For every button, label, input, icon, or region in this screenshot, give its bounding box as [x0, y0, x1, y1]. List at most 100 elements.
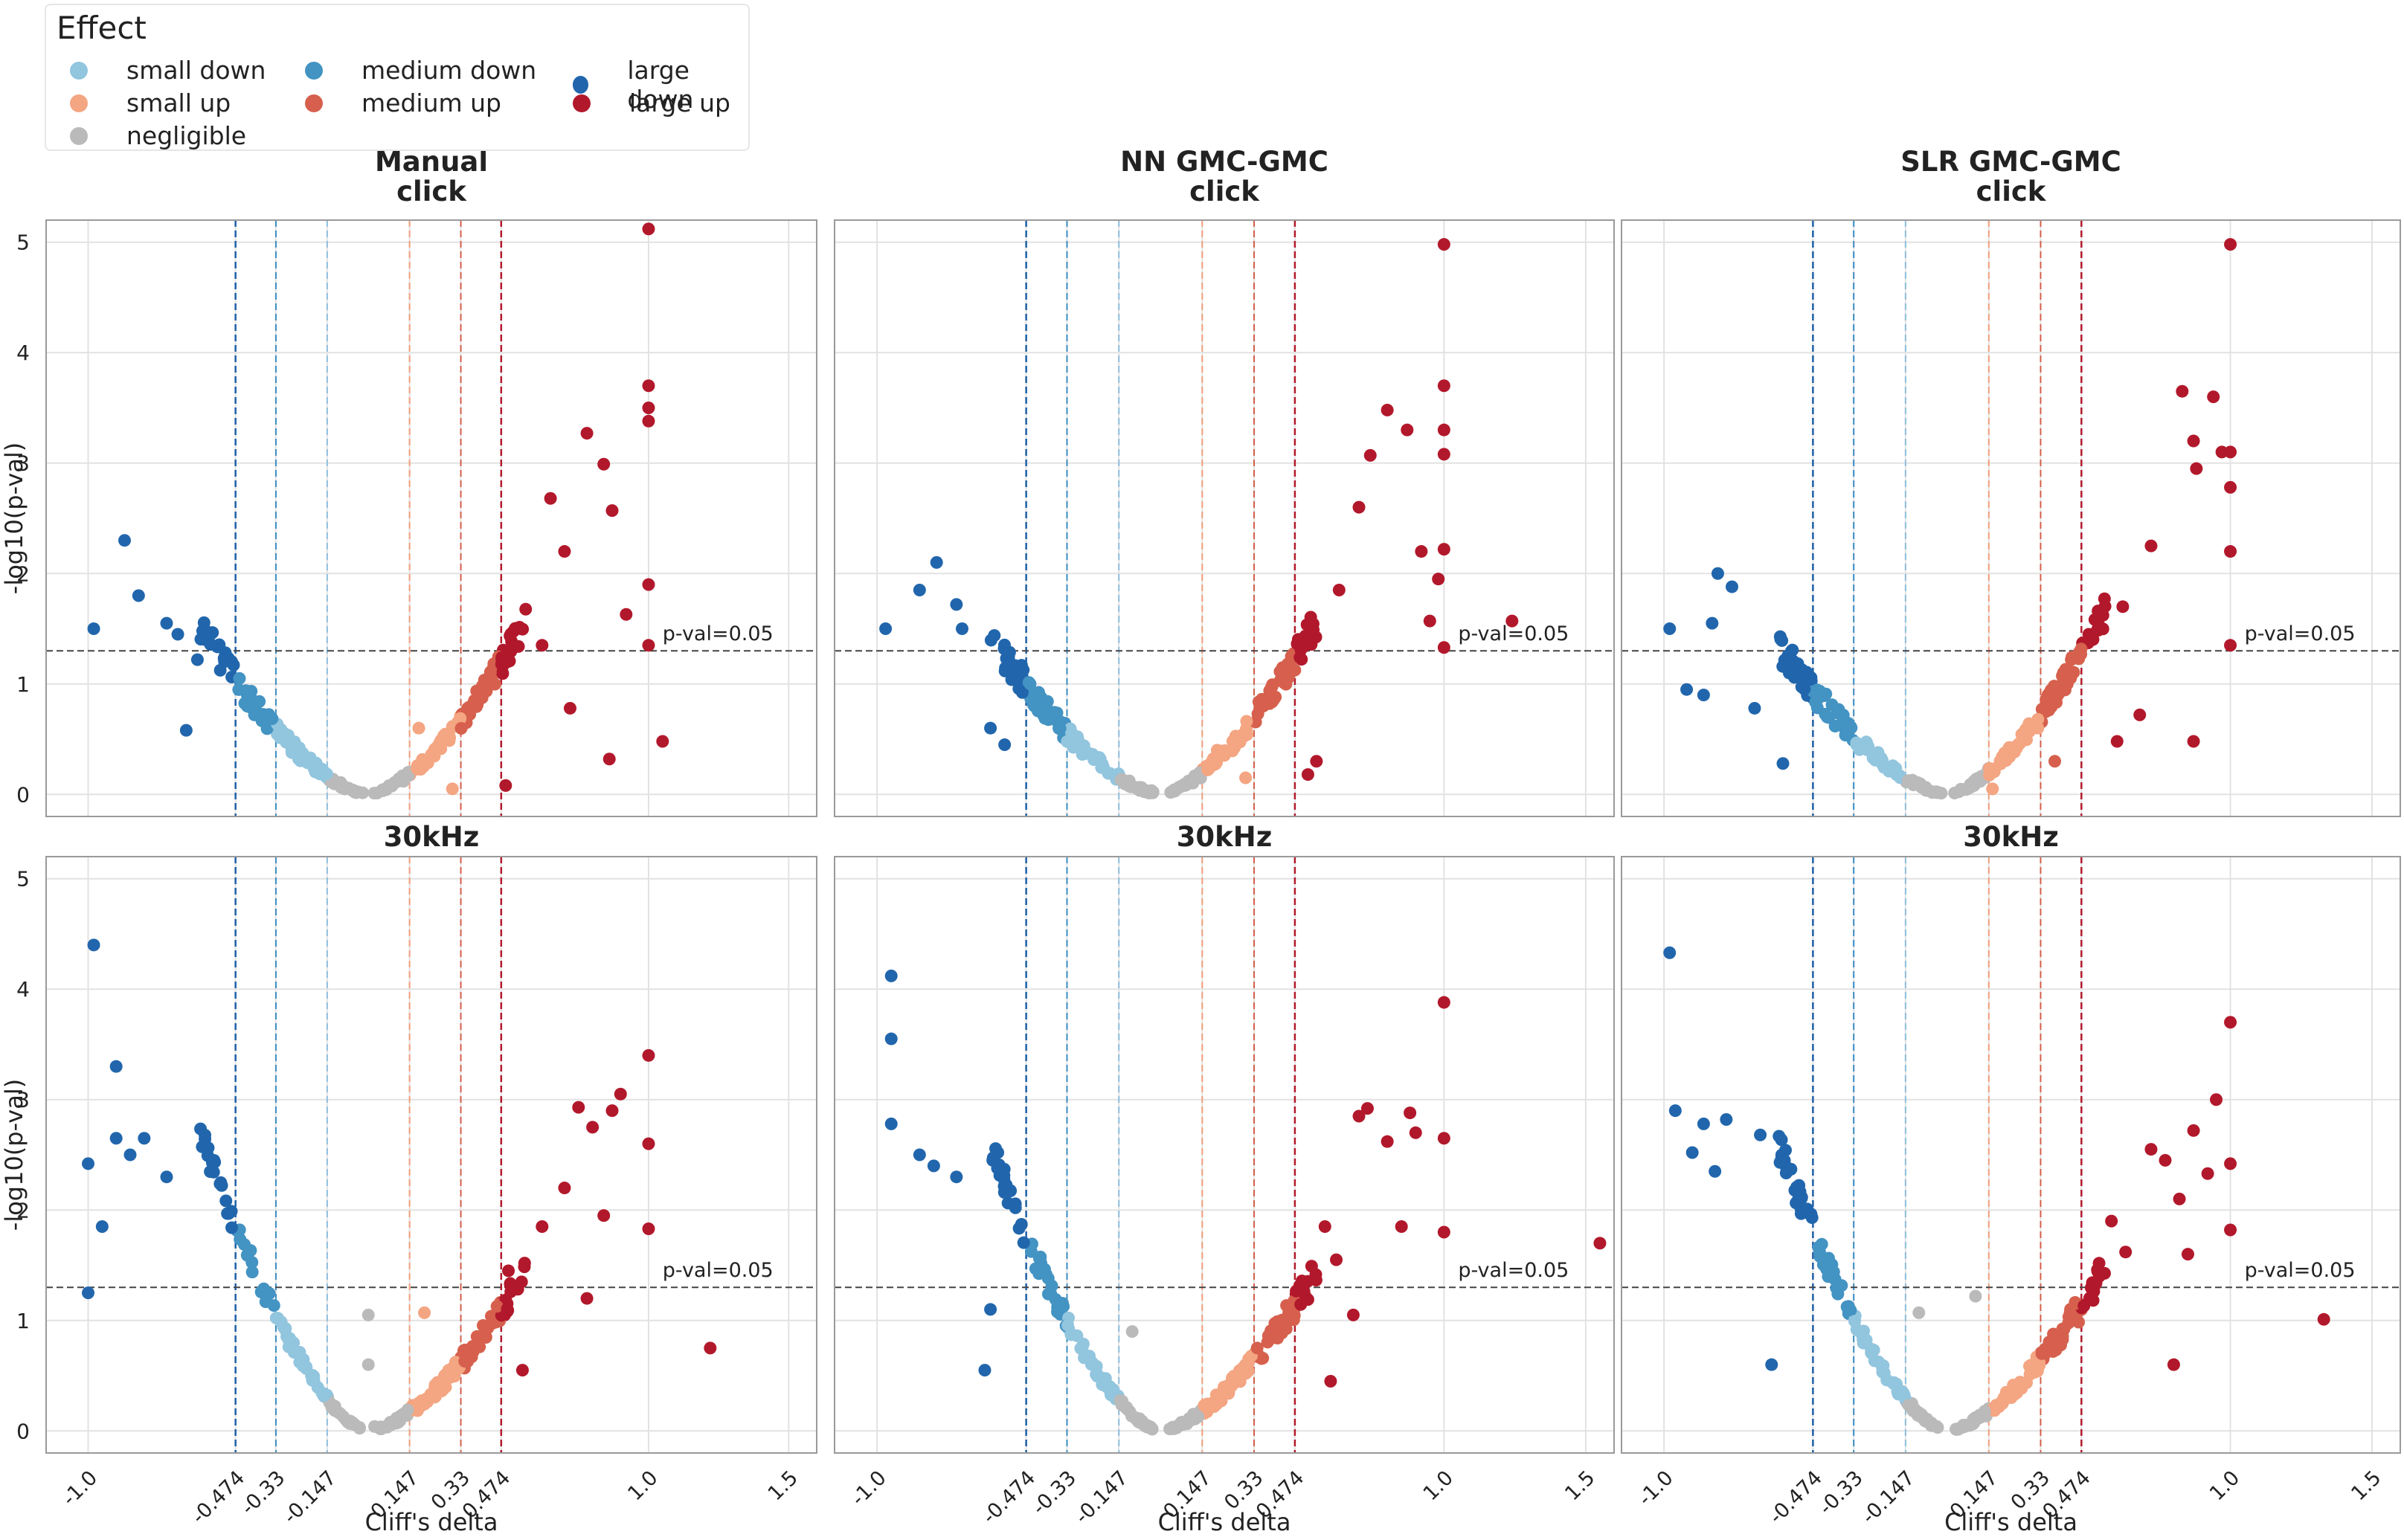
y-tick-label: 3 — [16, 451, 30, 476]
data-point — [1415, 545, 1428, 558]
data-point — [1969, 1289, 1982, 1303]
data-point — [428, 1382, 442, 1395]
data-point — [1966, 1417, 1979, 1431]
data-point — [204, 638, 217, 651]
data-point — [1711, 567, 1724, 580]
data-point — [109, 1132, 123, 1145]
data-point — [1437, 996, 1450, 1009]
data-point — [1017, 663, 1030, 677]
data-point — [318, 1388, 331, 1402]
data-point — [1015, 1217, 1028, 1231]
data-point — [2317, 1312, 2330, 1326]
data-point — [1912, 1306, 1926, 1319]
data-point — [2092, 1257, 2106, 1270]
data-point — [2167, 1358, 2180, 1371]
data-point — [1250, 1341, 1264, 1355]
data-point — [913, 584, 926, 597]
data-point — [1787, 671, 1801, 684]
data-point — [1346, 1308, 1360, 1321]
data-point — [1776, 660, 1790, 673]
pval-label: p-val=0.05 — [2245, 1259, 2356, 1282]
data-point — [1754, 1128, 1767, 1141]
data-point — [225, 1205, 238, 1218]
data-point — [1125, 1325, 1139, 1338]
data-point — [1057, 1300, 1070, 1313]
data-point — [1437, 423, 1450, 436]
data-point — [1198, 1399, 1211, 1412]
data-point — [1901, 774, 1915, 787]
x-tick-label: -1.0 — [847, 1466, 891, 1510]
data-point — [2031, 721, 2045, 735]
data-point — [443, 734, 456, 747]
data-point — [1172, 782, 1185, 795]
legend-marker-small-down — [70, 61, 88, 80]
data-point — [2224, 1016, 2237, 1029]
data-point — [998, 738, 1012, 751]
data-point — [1793, 1185, 1807, 1199]
data-point — [1294, 1298, 1308, 1311]
data-point — [213, 638, 226, 651]
data-point — [1241, 728, 1254, 741]
data-point — [1843, 722, 1857, 735]
data-point — [1318, 1220, 1331, 1234]
data-point — [1437, 379, 1450, 393]
x-tick-label: -0.474 — [978, 1466, 1040, 1528]
data-point — [2063, 1306, 2077, 1319]
legend-marker-medium-down — [305, 61, 323, 80]
data-point — [82, 1157, 95, 1170]
data-point — [1437, 1225, 1450, 1239]
data-point — [328, 1403, 341, 1417]
data-point — [179, 724, 193, 737]
data-point — [2116, 600, 2130, 613]
legend-item-negligible: negligible — [70, 121, 246, 150]
data-point — [1239, 771, 1253, 785]
x-tick-label: 1.5 — [1561, 1466, 1599, 1505]
data-point — [1983, 761, 1996, 775]
data-point — [1294, 643, 1308, 657]
data-point — [502, 1264, 515, 1278]
data-point — [199, 1128, 212, 1141]
data-point — [1775, 1133, 1788, 1147]
data-point — [1778, 1153, 1791, 1167]
data-point — [642, 1048, 655, 1062]
data-point — [87, 938, 100, 952]
data-point — [292, 753, 305, 766]
data-point — [1813, 1246, 1826, 1259]
data-point — [1295, 1275, 1308, 1288]
data-point — [1027, 699, 1041, 712]
x-tick-label: 1.0 — [1419, 1466, 1458, 1505]
data-point — [704, 1341, 717, 1355]
data-point — [605, 504, 619, 518]
data-point — [1017, 1236, 1030, 1249]
data-point — [1140, 784, 1153, 797]
data-point — [232, 683, 245, 696]
data-point — [1381, 403, 1394, 416]
data-point — [138, 1132, 151, 1145]
data-point — [1067, 741, 1080, 754]
data-point — [2187, 735, 2200, 748]
data-point — [620, 608, 633, 621]
data-point — [1038, 1263, 1051, 1276]
data-point — [2031, 712, 2045, 726]
data-point — [2110, 735, 2124, 748]
data-point — [1285, 665, 1299, 678]
data-point — [558, 1182, 571, 1195]
data-point — [1401, 423, 1414, 436]
data-point — [986, 1151, 1000, 1164]
data-point — [1685, 1146, 1699, 1159]
data-point — [642, 379, 655, 393]
data-point — [352, 785, 365, 799]
y-tick-label: 4 — [16, 977, 30, 1002]
data-point — [1310, 755, 1323, 768]
x-tick-label: -1.0 — [58, 1466, 102, 1510]
x-axis-label: Cliff's delta — [1158, 1508, 1291, 1536]
data-point — [514, 622, 527, 635]
data-point — [642, 1222, 655, 1236]
data-point — [913, 1148, 926, 1162]
data-point — [118, 534, 131, 547]
legend-marker-medium-up — [305, 94, 323, 112]
data-point — [519, 602, 533, 616]
pval-label: p-val=0.05 — [2245, 622, 2356, 645]
data-point — [1061, 1318, 1075, 1332]
